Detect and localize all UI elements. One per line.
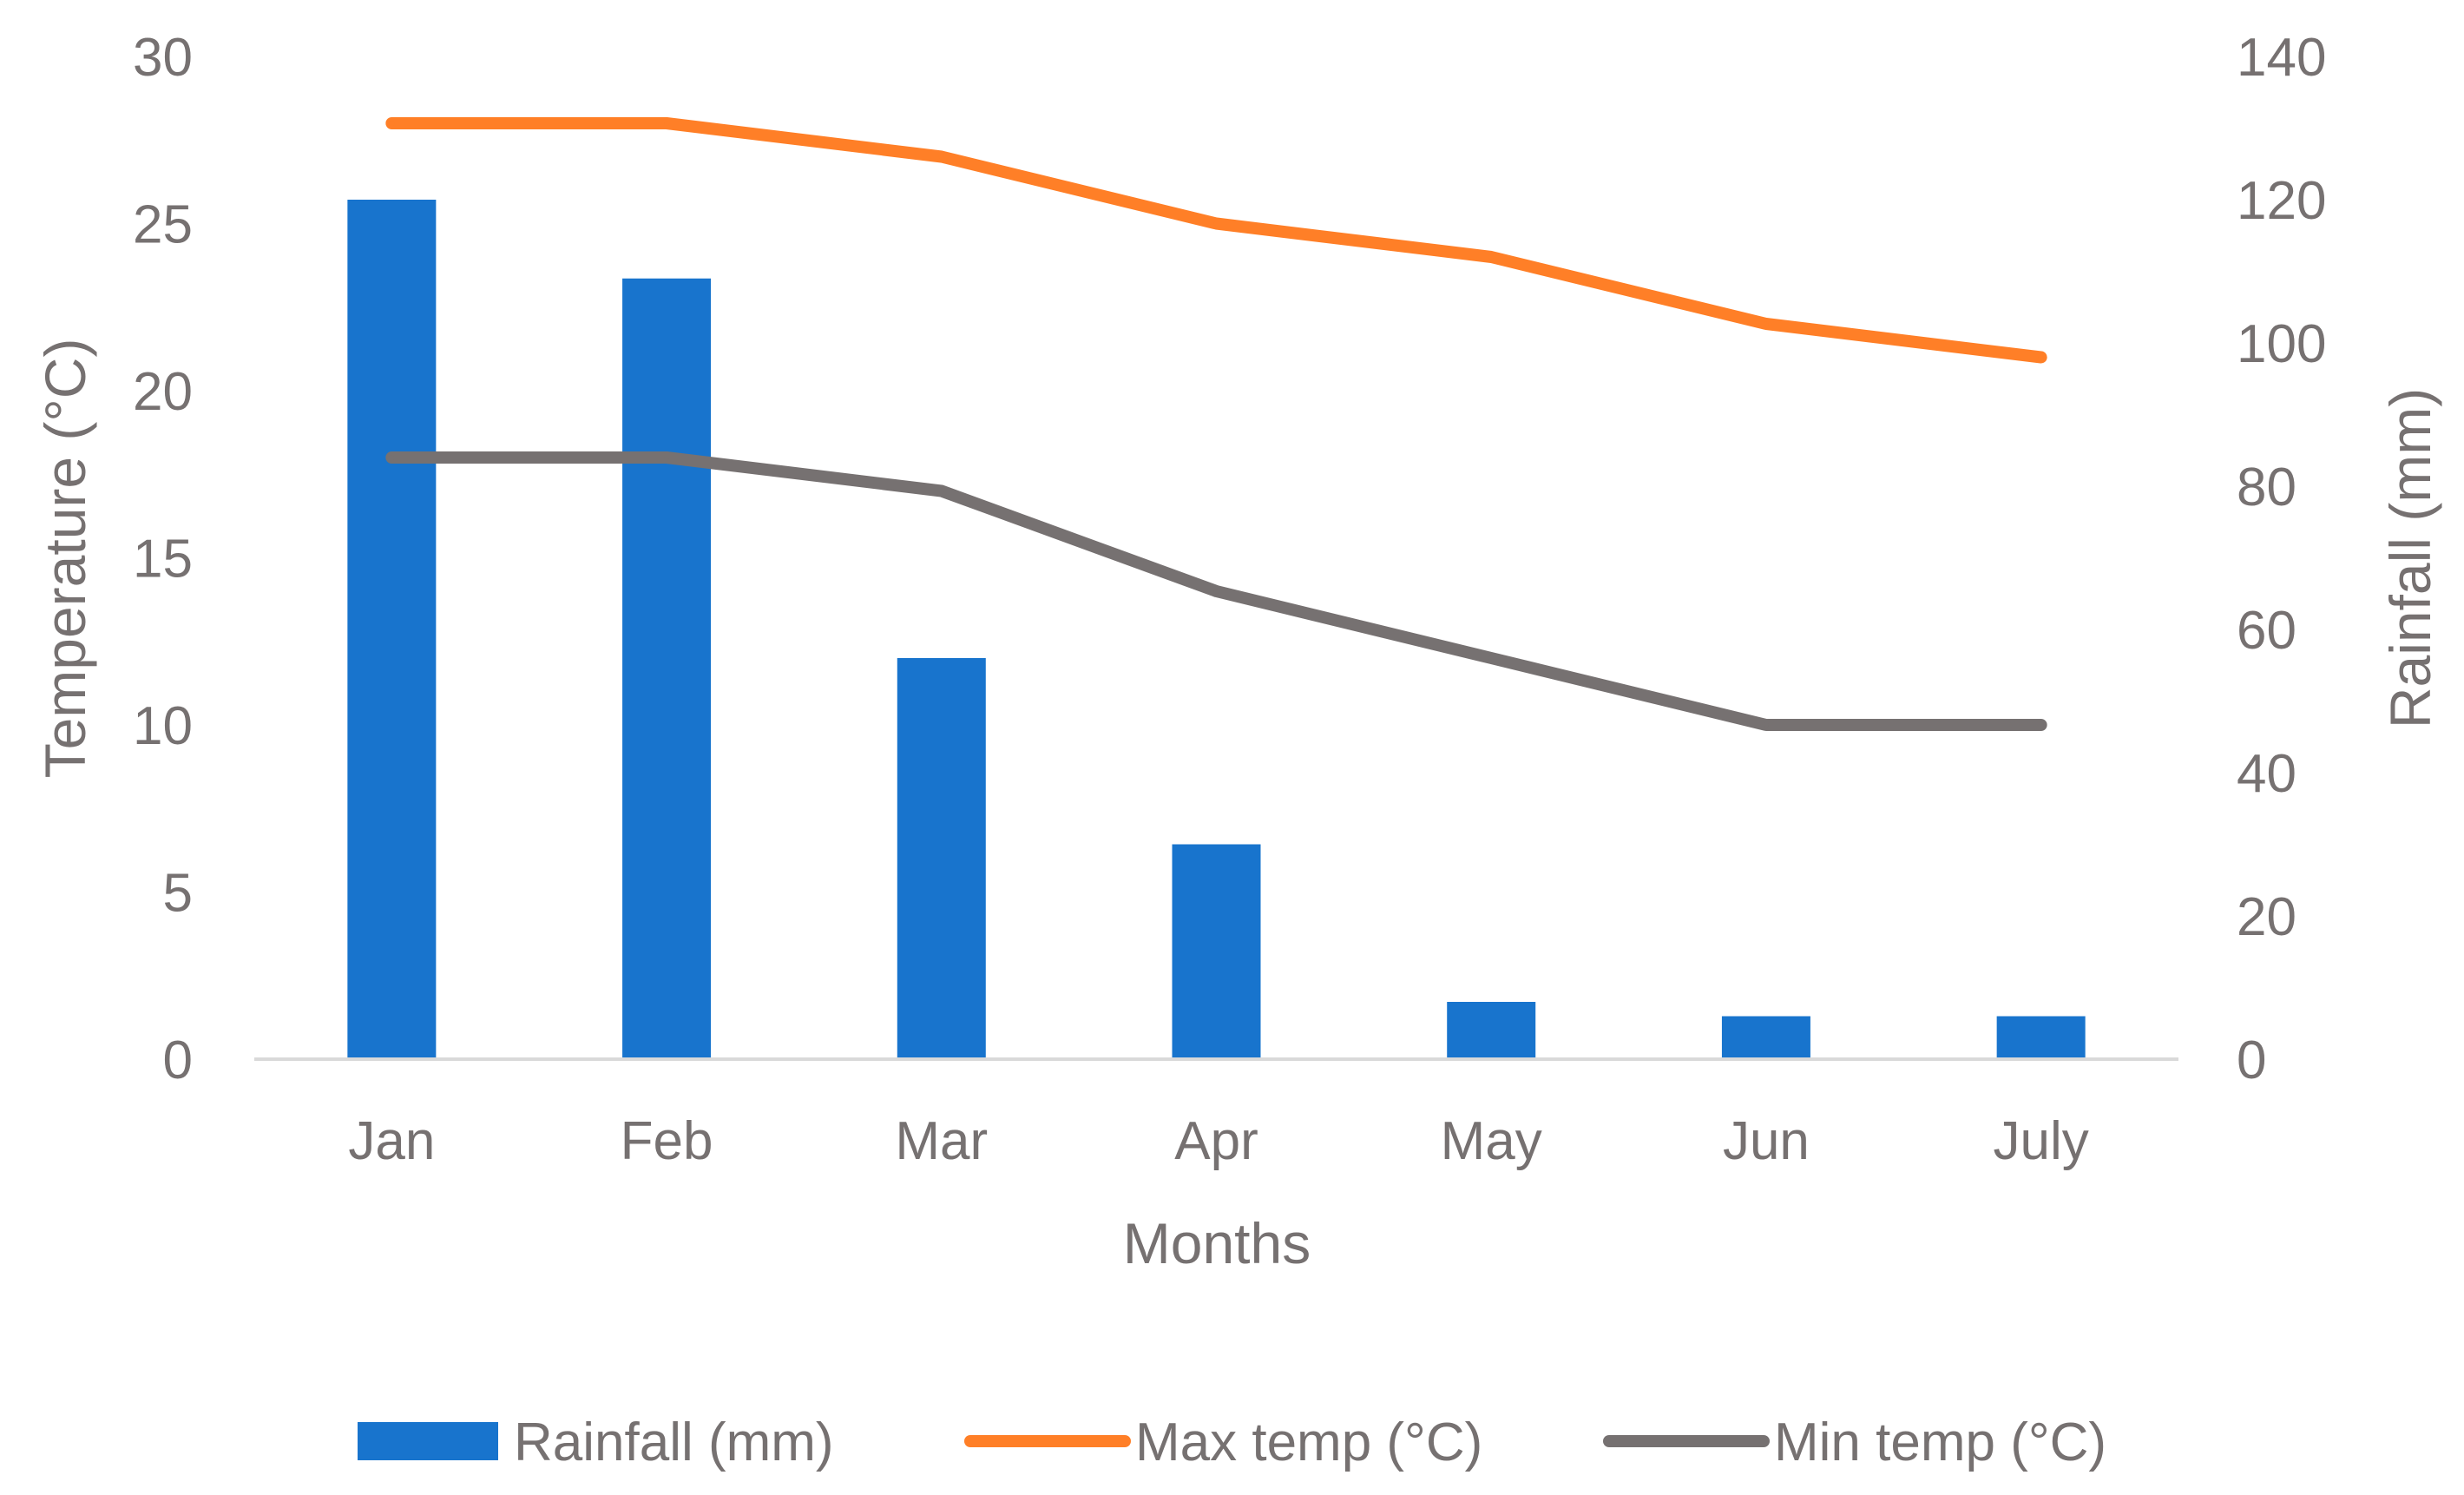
max-temp-c-point-jan [389, 121, 395, 126]
legend-swatch-rainfall [358, 1422, 498, 1460]
min-temp-c-point-mar [938, 488, 944, 494]
left-tick-label: 10 [133, 696, 193, 756]
right-tick-label: 20 [2237, 887, 2296, 947]
legend: Rainfall (mm) Max temp (°C) Min temp (°C) [358, 1413, 2106, 1472]
right-axis-ticks: 0 20 40 60 80 100 120 140 [2237, 28, 2326, 1090]
right-tick-label: 100 [2237, 314, 2326, 374]
rainfall-bar-mar [897, 658, 986, 1059]
rainfall-bar-may [1447, 1002, 1536, 1059]
x-axis-title: Months [1123, 1211, 1311, 1275]
x-tick-label: Mar [895, 1111, 988, 1171]
x-tick-label: Apr [1174, 1111, 1258, 1171]
max-temp-c-point-may [1488, 254, 1495, 260]
min-temp-c-point-may [1488, 655, 1495, 661]
max-temp-c-point-july [2038, 354, 2044, 360]
legend-label-min-temp-c: Min temp (°C) [1774, 1413, 2106, 1472]
x-tick-label: Jun [1723, 1111, 1810, 1171]
right-tick-label: 80 [2237, 458, 2296, 517]
legend-label-max-temp-c: Max temp (°C) [1135, 1413, 1482, 1472]
right-tick-label: 140 [2237, 28, 2326, 88]
min-temp-c-point-apr [1213, 589, 1219, 594]
min-temp-c-point-jun [1763, 722, 1769, 728]
right-axis-title: Rainfall (mm) [2378, 388, 2442, 728]
left-tick-label: 30 [133, 28, 193, 88]
right-tick-label: 0 [2237, 1031, 2266, 1090]
x-tick-label: Jan [348, 1111, 435, 1171]
left-tick-label: 0 [163, 1031, 193, 1090]
left-tick-label: 5 [163, 864, 193, 924]
min-temp-c-point-feb [664, 455, 670, 460]
right-tick-label: 60 [2237, 601, 2296, 661]
rainfall-bar-apr [1172, 844, 1261, 1059]
rainfall-bars [347, 200, 2086, 1059]
x-axis-tick-labels: Jan Feb Mar Apr May Jun July [348, 1111, 2088, 1171]
max-temp-c-point-jun [1763, 321, 1769, 326]
right-tick-label: 120 [2237, 171, 2326, 231]
rainfall-bar-july [1996, 1016, 2086, 1059]
left-tick-label: 25 [133, 195, 193, 255]
rainfall-bar-jan [347, 200, 437, 1059]
left-axis-ticks: 0 5 10 15 20 25 30 [133, 28, 193, 1090]
x-tick-label: July [1994, 1111, 2089, 1171]
min-temp-c-point-jan [389, 455, 395, 460]
right-tick-label: 40 [2237, 744, 2296, 804]
temperature-lines [385, 117, 2047, 731]
left-tick-label: 15 [133, 530, 193, 589]
left-axis-title: Temperature (°C) [33, 339, 97, 779]
left-tick-label: 20 [133, 362, 193, 422]
max-temp-c-point-feb [664, 121, 670, 126]
max-temp-c-point-apr [1213, 221, 1219, 227]
rainfall-bar-jun [1721, 1016, 1810, 1059]
rainfall-bar-feb [622, 278, 712, 1059]
x-tick-label: Feb [621, 1111, 713, 1171]
x-tick-label: May [1441, 1111, 1542, 1171]
min-temp-c-point-july [2038, 722, 2044, 728]
max-temp-c-point-mar [938, 154, 944, 160]
legend-label-rainfall-mm: Rainfall (mm) [514, 1413, 834, 1472]
